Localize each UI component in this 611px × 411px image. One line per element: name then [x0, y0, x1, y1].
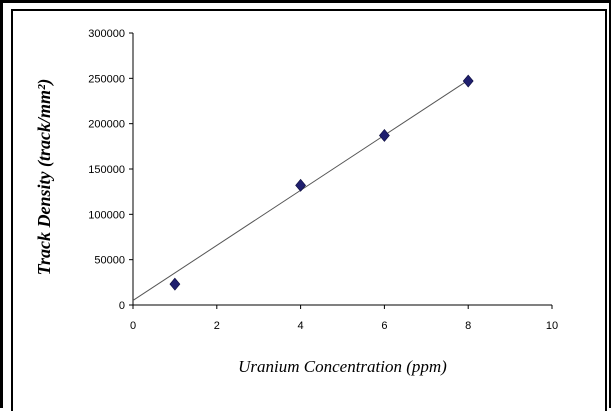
y-tick-label: 150000	[88, 164, 125, 176]
data-point-diamond	[462, 74, 474, 88]
y-tick-label: 100000	[88, 209, 125, 221]
chart-inner-frame	[11, 9, 607, 411]
y-tick-label: 200000	[88, 119, 125, 131]
x-tick-label: 0	[130, 320, 136, 332]
data-point-diamond	[379, 128, 390, 142]
data-point-diamond	[169, 277, 181, 291]
y-tick-label: 0	[119, 300, 125, 312]
x-tick-label: 4	[298, 320, 304, 332]
y-tick-label: 300000	[88, 28, 125, 40]
x-axis-title: Uranium Concentration (ppm)	[238, 357, 447, 376]
x-tick-label: 2	[214, 320, 220, 332]
y-tick-label: 50000	[94, 255, 125, 267]
data-point-diamond	[295, 178, 306, 192]
x-tick-label: 8	[465, 320, 471, 332]
y-axis-title: Track Density (track/mm²)	[34, 79, 55, 276]
y-tick-label: 250000	[88, 73, 125, 85]
x-tick-label: 6	[381, 320, 387, 332]
x-tick-label: 10	[546, 320, 558, 332]
